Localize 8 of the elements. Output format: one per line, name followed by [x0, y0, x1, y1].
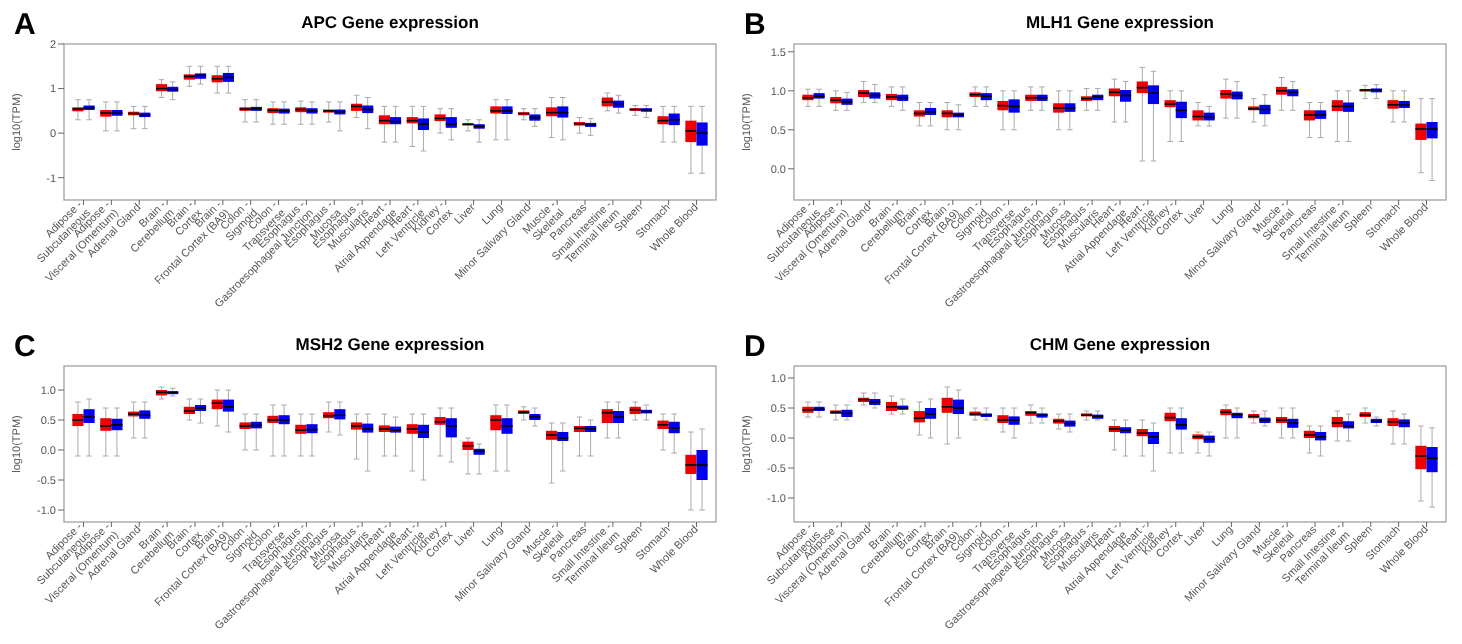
text: A: [14, 8, 36, 42]
chart-title: APC Gene expression: [301, 12, 479, 32]
chart-title: MLH1 Gene expression: [1025, 12, 1215, 32]
text: C: [14, 330, 36, 364]
text: B: [744, 8, 766, 42]
chart-title: CHM Gene expression: [1029, 334, 1211, 354]
text: D: [744, 330, 766, 364]
chart-title: MSH2 Gene expression: [295, 334, 485, 354]
